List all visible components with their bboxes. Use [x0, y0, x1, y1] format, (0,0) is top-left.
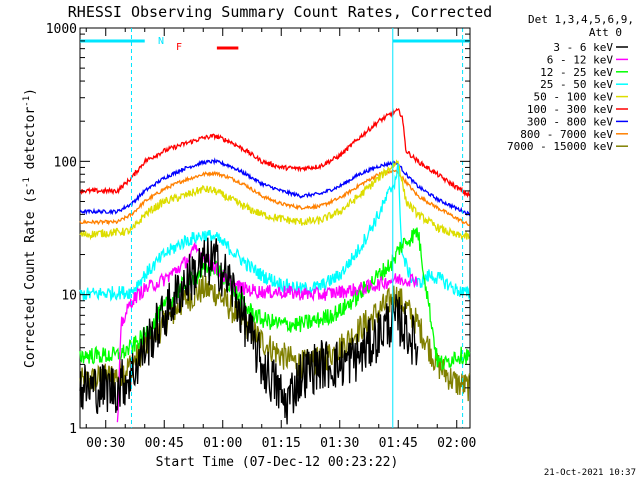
- footer-date: 21-Oct-2021 10:37: [544, 468, 636, 478]
- legend-label-7: 800 - 7000 keV: [520, 128, 613, 141]
- legend-label-0: 3 - 6 keV: [553, 41, 613, 54]
- x-tick-label-0: 00:30: [86, 436, 125, 451]
- chart-title: RHESSI Observing Summary Count Rates, Co…: [68, 3, 492, 21]
- annotation-layer: [80, 28, 470, 428]
- legend-label-6: 300 - 800 keV: [527, 115, 613, 128]
- y-axis-label-mid: detector: [23, 107, 38, 178]
- y-tick-label-2: 100: [54, 155, 77, 170]
- y-tick-label-0: 1: [69, 422, 77, 437]
- y-axis-label-main: Corrected Count Rate (s: [23, 188, 38, 368]
- legend-label-5: 100 - 300 keV: [527, 103, 613, 116]
- y-axis-label-sup1: -1: [22, 177, 32, 188]
- series-line-0: [79, 237, 419, 425]
- x-axis-label: Start Time (07-Dec-12 00:23:22): [156, 455, 399, 470]
- legend-label-3: 25 - 50 keV: [540, 78, 613, 91]
- x-tick-label-5: 01:45: [379, 436, 418, 451]
- legend-title-1: Det 1,3,4,5,6,9,: [528, 13, 634, 26]
- flag-f-label: F: [176, 42, 182, 53]
- y-tick-label-3: 1000: [46, 22, 77, 37]
- series-line-4: [79, 159, 470, 241]
- x-tick-label-2: 01:00: [203, 436, 242, 451]
- x-tick-label-1: 00:45: [145, 436, 184, 451]
- series-line-1: [116, 241, 418, 423]
- y-tick-label-1: 10: [61, 289, 77, 304]
- y-axis-label: Corrected Count Rate (s-1 detector-1): [22, 88, 38, 368]
- plot-area: N F: [79, 27, 471, 429]
- legend-title-2: Att 0: [589, 26, 622, 39]
- series-line-7: [79, 168, 471, 227]
- y-axis-label-sup2: -1: [22, 96, 32, 107]
- series-layer: [79, 107, 471, 425]
- x-tick-label-6: 02:00: [437, 436, 476, 451]
- series-line-3: [79, 163, 471, 302]
- x-tick-label-4: 01:30: [320, 436, 359, 451]
- legend-label-4: 50 - 100 keV: [534, 91, 614, 104]
- axis-layer: 00:30 00:45 01:00 01:15 01:30 01:45 02:00 1 10 10…: [46, 22, 477, 451]
- plot-frame: [79, 27, 471, 429]
- x-tick-label-3: 01:15: [262, 436, 301, 451]
- flag-n-label: N: [158, 36, 164, 47]
- legend-label-2: 12 - 25 keV: [540, 66, 613, 79]
- series-line-5: [79, 107, 471, 199]
- y-axis-label-end: ): [23, 88, 38, 96]
- series-line-2: [79, 227, 471, 372]
- legend-label-1: 6 - 12 keV: [547, 53, 614, 66]
- series-line-6: [79, 157, 471, 217]
- legend-label-8: 7000 - 15000 keV: [507, 140, 613, 153]
